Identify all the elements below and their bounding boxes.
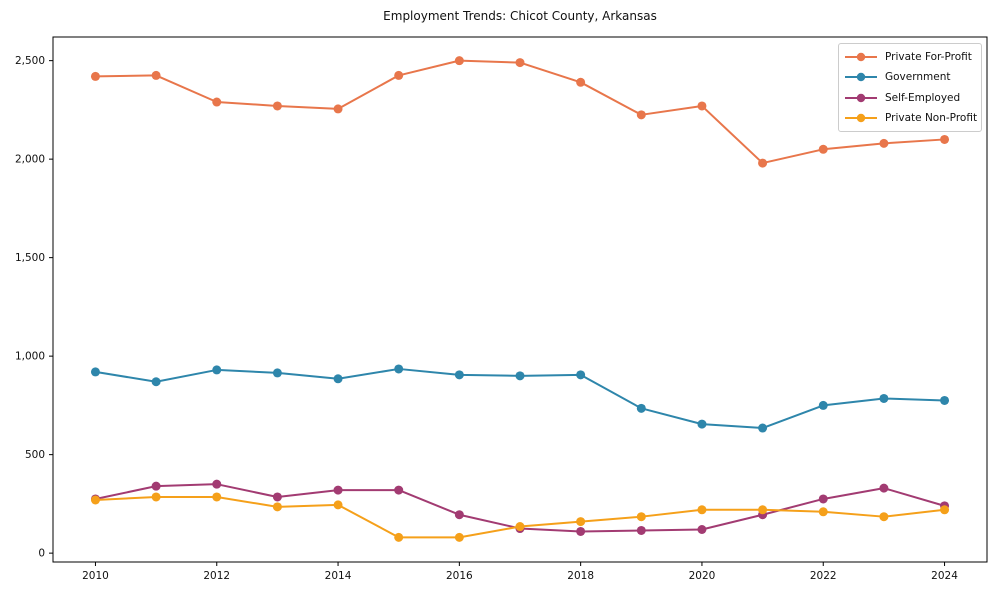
legend: Private For-Profit Government Self-Employe… — [838, 43, 982, 132]
data-point — [940, 134, 950, 144]
data-point — [697, 524, 707, 534]
legend-label: Self-Employed — [885, 91, 961, 104]
data-point — [758, 423, 768, 433]
legend-label: Private Non-Profit — [885, 111, 978, 124]
data-point — [151, 70, 161, 80]
legend-label: Private For-Profit — [885, 51, 972, 64]
data-point — [272, 368, 282, 378]
data-point — [576, 517, 586, 527]
data-point — [212, 97, 222, 107]
x-tick-label: 2012 — [203, 570, 230, 582]
data-point — [940, 395, 950, 405]
series-line-private-for-profit — [95, 59, 945, 165]
data-point — [151, 377, 161, 387]
data-point — [394, 364, 404, 374]
y-tick-label: 0 — [38, 548, 45, 560]
legend-entry: Private Non-Profit — [844, 108, 978, 128]
legend-line-marker-icon — [845, 52, 877, 62]
data-point — [758, 158, 768, 168]
x-tick-label: 2010 — [82, 570, 109, 582]
data-point — [879, 483, 889, 493]
legend-entry: Government — [844, 67, 975, 87]
y-tick-label: 1,500 — [15, 252, 45, 264]
data-point — [576, 526, 586, 536]
y-tick-label: 2,000 — [15, 154, 45, 166]
data-point — [272, 502, 282, 512]
legend-line-marker-icon — [845, 73, 877, 82]
data-point — [697, 419, 707, 429]
data-point — [758, 505, 768, 515]
data-point — [879, 138, 889, 148]
legend-entry: Private For-Profit — [844, 47, 975, 67]
x-tick-label: 2018 — [567, 570, 594, 582]
data-point — [90, 495, 100, 505]
x-tick-label: 2024 — [931, 570, 958, 582]
y-tick-label: 500 — [25, 449, 45, 461]
data-point — [333, 500, 343, 510]
y-tick-label: 1,000 — [15, 351, 45, 363]
data-point — [454, 510, 464, 520]
x-tick-label: 2020 — [689, 570, 716, 582]
data-point — [394, 532, 404, 542]
data-point — [454, 370, 464, 380]
data-point — [940, 505, 950, 515]
data-point — [636, 403, 646, 413]
x-tick-label: 2016 — [446, 570, 473, 582]
x-tick-label: 2022 — [810, 570, 837, 582]
data-point — [515, 58, 525, 68]
data-point — [515, 522, 525, 532]
data-point — [515, 371, 525, 381]
data-point — [151, 481, 161, 491]
x-tick-label: 2014 — [325, 570, 352, 582]
data-point — [697, 505, 707, 515]
data-point — [576, 77, 586, 87]
data-point — [394, 485, 404, 495]
data-point — [272, 492, 282, 502]
data-point — [818, 494, 828, 504]
legend-line-marker-icon — [845, 113, 877, 123]
data-point — [90, 367, 100, 377]
data-point — [636, 525, 646, 535]
legend-line-marker-icon — [845, 93, 877, 102]
data-point — [394, 70, 404, 80]
data-point — [212, 492, 222, 502]
axes-frame — [52, 36, 988, 563]
data-point — [576, 370, 586, 380]
data-point — [333, 374, 343, 384]
data-point — [818, 144, 828, 154]
data-point — [151, 492, 161, 502]
data-point — [333, 485, 343, 495]
y-tick-label: 2,500 — [15, 55, 45, 67]
data-point — [212, 365, 222, 375]
chart-title: Employment Trends: Chicot County, Arkans… — [383, 9, 657, 23]
data-point — [212, 479, 222, 489]
data-point — [90, 71, 100, 81]
data-point — [818, 400, 828, 410]
data-point — [272, 101, 282, 111]
data-point — [879, 393, 889, 403]
data-point — [454, 56, 464, 66]
data-point — [636, 512, 646, 522]
data-point — [879, 512, 889, 522]
data-point — [636, 110, 646, 120]
data-point — [818, 507, 828, 517]
data-point — [454, 532, 464, 542]
legend-entry: Self-Employed — [844, 88, 975, 108]
data-point — [333, 104, 343, 114]
data-point — [697, 101, 707, 111]
legend-label: Government — [885, 71, 951, 84]
